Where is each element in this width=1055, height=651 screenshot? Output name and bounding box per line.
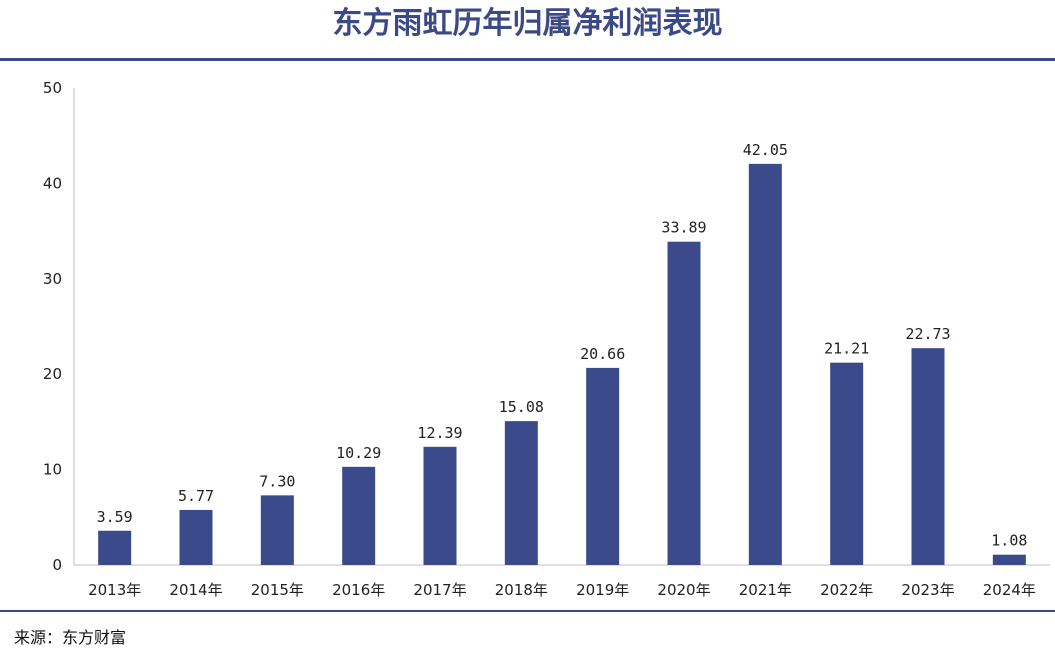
x-tick-label: 2013年 [88,581,141,599]
bottom-divider [0,610,1055,612]
y-tick-label: 0 [52,556,62,574]
data-label: 22.73 [905,325,950,343]
data-label: 15.08 [499,398,544,416]
bar [667,241,701,565]
bar [992,554,1026,565]
x-tick-label: 2017年 [413,581,466,599]
x-tick-label: 2023年 [901,581,954,599]
x-tick-label: 2016年 [332,581,385,599]
y-tick-label: 20 [43,365,62,383]
title-divider [0,58,1055,61]
x-tick-label: 2024年 [983,581,1036,599]
x-tick-label: 2015年 [251,581,304,599]
data-label: 42.05 [743,141,788,159]
x-tick-label: 2022年 [820,581,873,599]
x-tick-label: 2021年 [739,581,792,599]
data-label: 5.77 [178,487,214,505]
y-tick-label: 50 [43,79,62,97]
x-tick-label: 2019年 [576,581,629,599]
bar [504,421,538,565]
chart-title: 东方雨虹历年归属净利润表现 [332,6,723,41]
y-tick-label: 10 [43,461,62,479]
x-tick-label: 2018年 [495,581,548,599]
bar [830,362,864,565]
bar [423,446,457,565]
bar [98,530,132,565]
bar [260,495,294,565]
bar [342,466,376,565]
bar [179,509,213,565]
source-note: 来源：东方财富 [14,628,127,647]
data-label: 33.89 [661,219,706,237]
data-label: 12.39 [417,424,462,442]
data-label: 10.29 [336,444,381,462]
x-tick-label: 2014年 [169,581,222,599]
data-label: 20.66 [580,345,625,363]
bar [748,163,782,565]
chart-area: 0 10 20 30 40 50 3.59 2013年 5.77 2014年 7.30 2015年 10… [0,62,1055,610]
data-label: 1.08 [991,532,1027,550]
y-tick-label: 30 [43,270,62,288]
x-tick-label: 2020年 [657,581,710,599]
data-label: 7.30 [259,472,295,490]
bar-chart: 0 10 20 30 40 50 3.59 2013年 5.77 2014年 7.30 2015年 10… [43,79,1050,599]
bar [911,348,945,565]
data-label: 21.21 [824,340,869,358]
y-tick-label: 40 [43,174,62,192]
bar [586,367,620,565]
data-label: 3.59 [97,508,133,526]
